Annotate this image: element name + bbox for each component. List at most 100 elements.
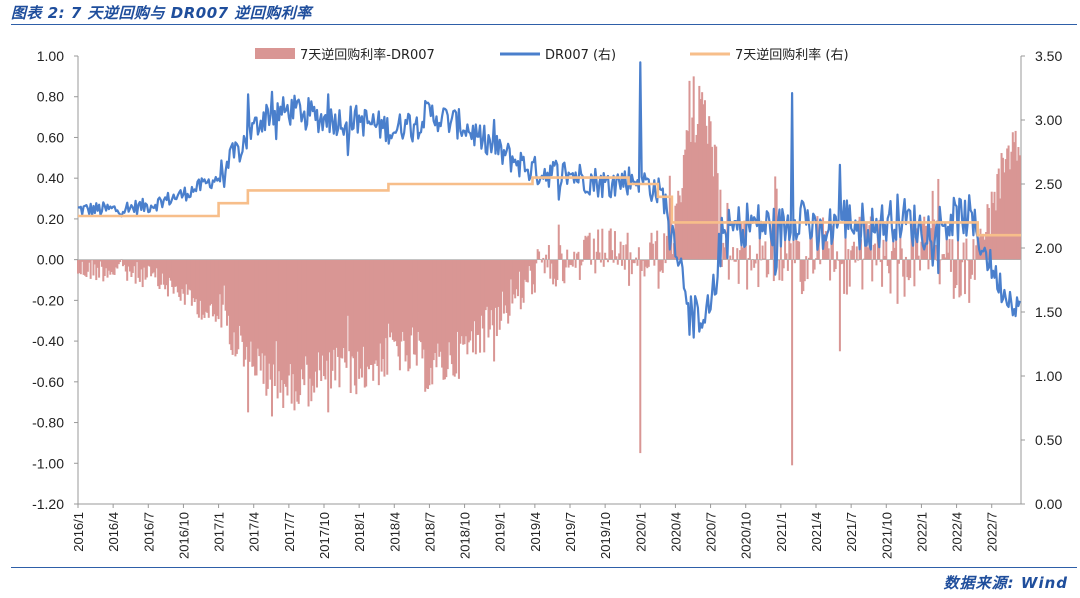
spread-bar	[958, 259, 961, 298]
spread-bar	[265, 259, 268, 396]
spread-bar	[785, 253, 788, 260]
spread-bar	[677, 190, 680, 260]
spread-bar	[643, 259, 646, 277]
spread-bar	[687, 131, 690, 260]
spread-bar	[106, 259, 109, 278]
spread-bar	[384, 259, 387, 339]
spread-bar	[715, 146, 718, 260]
spread-bar	[625, 244, 628, 260]
spread-bar	[202, 259, 205, 315]
legend-label: 7天逆回购利率 (右)	[735, 47, 849, 63]
spread-bar	[311, 259, 314, 386]
spread-bar	[986, 204, 989, 260]
spread-bar	[710, 146, 713, 260]
spread-bar	[784, 231, 787, 260]
spread-bar	[886, 259, 889, 266]
spread-bar	[931, 190, 934, 260]
spread-bar	[737, 259, 740, 284]
spread-bar	[360, 259, 363, 378]
spread-bar	[252, 259, 255, 367]
spread-bar	[798, 241, 801, 260]
spread-bar	[351, 259, 354, 357]
spread-bar	[380, 259, 383, 372]
spread-bar	[449, 259, 452, 356]
spread-bar	[346, 259, 349, 316]
spread-bar	[488, 259, 491, 330]
spread-bar	[875, 259, 878, 266]
x-tick-label: 2021/10	[879, 512, 894, 559]
spread-bar	[702, 104, 705, 260]
spread-bar	[273, 259, 276, 387]
spread-bar	[463, 259, 466, 345]
spread-bar	[910, 237, 913, 260]
spread-bar	[292, 259, 295, 375]
spread-bar	[213, 259, 216, 315]
spread-bar	[913, 259, 916, 287]
spread-bar	[1003, 172, 1006, 260]
spread-bar	[78, 259, 81, 274]
spread-bar	[903, 259, 906, 297]
spread-bar	[152, 259, 155, 273]
spread-bar	[829, 259, 832, 281]
spread-bar	[694, 142, 697, 260]
left-tick-label: -0.60	[32, 374, 64, 390]
title-divider	[11, 24, 1077, 25]
spread-bar	[230, 259, 233, 351]
spread-bar	[871, 259, 874, 282]
spread-bar	[708, 116, 711, 260]
spread-bar	[665, 235, 668, 260]
spread-bar	[393, 259, 396, 342]
spread-bar	[209, 259, 212, 306]
spread-bar	[973, 259, 976, 280]
spread-bar	[796, 240, 799, 260]
spread-bar	[876, 236, 879, 260]
spread-bar	[486, 259, 489, 307]
x-axis: 2016/1 2016/4 2016/7 2016/10 2017/1 2017/4 201…	[71, 504, 1000, 559]
spread-bar	[268, 259, 271, 364]
spread-bar	[969, 259, 972, 279]
spread-bar	[394, 259, 397, 342]
spread-bar	[795, 233, 798, 260]
x-tick-label: 2017/10	[317, 512, 332, 559]
spread-bar	[131, 259, 134, 273]
spread-bar	[604, 252, 607, 260]
spread-bar	[727, 259, 730, 280]
spread-bar	[904, 256, 907, 260]
spread-bar	[734, 259, 737, 262]
spread-bar	[162, 259, 165, 285]
spread-bar	[954, 259, 957, 289]
spread-bar	[308, 259, 311, 379]
spread-bar	[140, 259, 143, 270]
spread-bar	[418, 259, 421, 341]
spread-bar	[1004, 159, 1007, 260]
spread-bar	[272, 259, 275, 365]
spread-bar	[99, 259, 102, 262]
spread-bar	[824, 231, 827, 260]
spread-bar	[764, 241, 767, 260]
spread-bar	[692, 76, 695, 260]
spread-bar	[1006, 148, 1009, 260]
right-tick-label: 1.00	[1035, 368, 1062, 384]
spread-bar	[179, 259, 182, 301]
spread-bar	[716, 173, 719, 260]
right-tick-label: 1.50	[1035, 304, 1062, 320]
spread-bar	[310, 259, 313, 402]
spread-bar	[498, 259, 501, 330]
spread-bar	[1017, 147, 1020, 260]
spread-bar	[391, 259, 394, 340]
spread-bar	[862, 258, 865, 260]
spread-bar	[650, 232, 653, 260]
spread-bar	[245, 259, 248, 347]
spread-bar	[387, 259, 390, 324]
spread-bar	[890, 251, 893, 260]
spread-bar	[411, 259, 414, 328]
spread-bar	[633, 259, 636, 264]
spread-bar	[100, 259, 103, 267]
spread-bar	[938, 259, 941, 285]
spread-bar	[1013, 142, 1016, 260]
spread-bar	[436, 259, 439, 344]
spread-bar	[990, 191, 993, 260]
spread-bar	[155, 259, 158, 269]
spread-bar	[303, 259, 306, 386]
spread-bar	[803, 259, 806, 282]
